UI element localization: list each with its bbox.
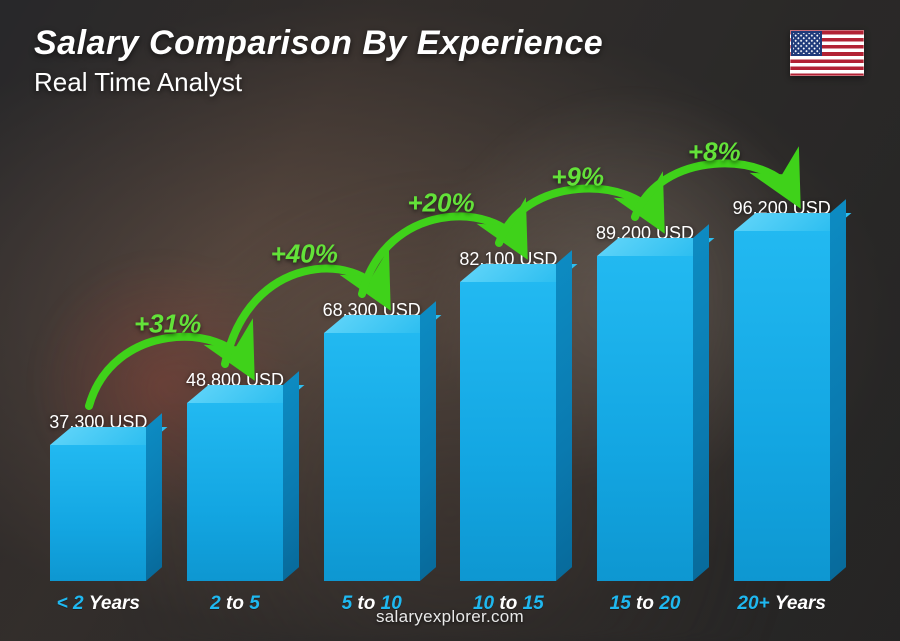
title-block: Salary Comparison By Experience Real Tim…: [34, 24, 603, 98]
bar-front-face: [324, 333, 420, 581]
bar-side-face: [830, 199, 846, 581]
bar-side-face: [146, 413, 162, 581]
bar: [460, 282, 556, 581]
chart-title: Salary Comparison By Experience: [34, 24, 603, 63]
us-flag-icon: [790, 30, 864, 76]
percent-increase-label: +40%: [271, 239, 338, 270]
percent-increase-label: +20%: [407, 188, 474, 219]
bar-chart: 37,300 USD< 2 Years48,800 USD2 to 568,30…: [30, 101, 850, 581]
bar-front-face: [50, 445, 146, 581]
bar-side-face: [283, 371, 299, 581]
percent-increase-label: +31%: [134, 309, 201, 340]
bar-front-face: [187, 403, 283, 581]
bar: [324, 333, 420, 581]
bar: [187, 403, 283, 581]
bar-column: 89,200 USD15 to 20: [577, 223, 714, 581]
bar-front-face: [460, 282, 556, 581]
bar-column: 96,200 USD20+ Years: [713, 198, 850, 581]
chart-subtitle: Real Time Analyst: [34, 67, 603, 98]
bar: [734, 231, 830, 581]
bar-side-face: [556, 250, 572, 581]
bar-column: 68,300 USD5 to 10: [303, 300, 440, 581]
percent-increase-label: +9%: [551, 162, 604, 193]
infographic-stage: Salary Comparison By Experience Real Tim…: [0, 0, 900, 641]
bar-front-face: [597, 256, 693, 581]
bar-column: 48,800 USD2 to 5: [167, 370, 304, 581]
bar-column: 82,100 USD10 to 15: [440, 249, 577, 581]
bar: [50, 445, 146, 581]
bar: [597, 256, 693, 581]
bar-side-face: [420, 301, 436, 581]
percent-increase-label: +8%: [688, 137, 741, 168]
source-footer: salaryexplorer.com: [0, 607, 900, 627]
bar-side-face: [693, 224, 709, 581]
bar-front-face: [734, 231, 830, 581]
bar-column: 37,300 USD< 2 Years: [30, 412, 167, 581]
